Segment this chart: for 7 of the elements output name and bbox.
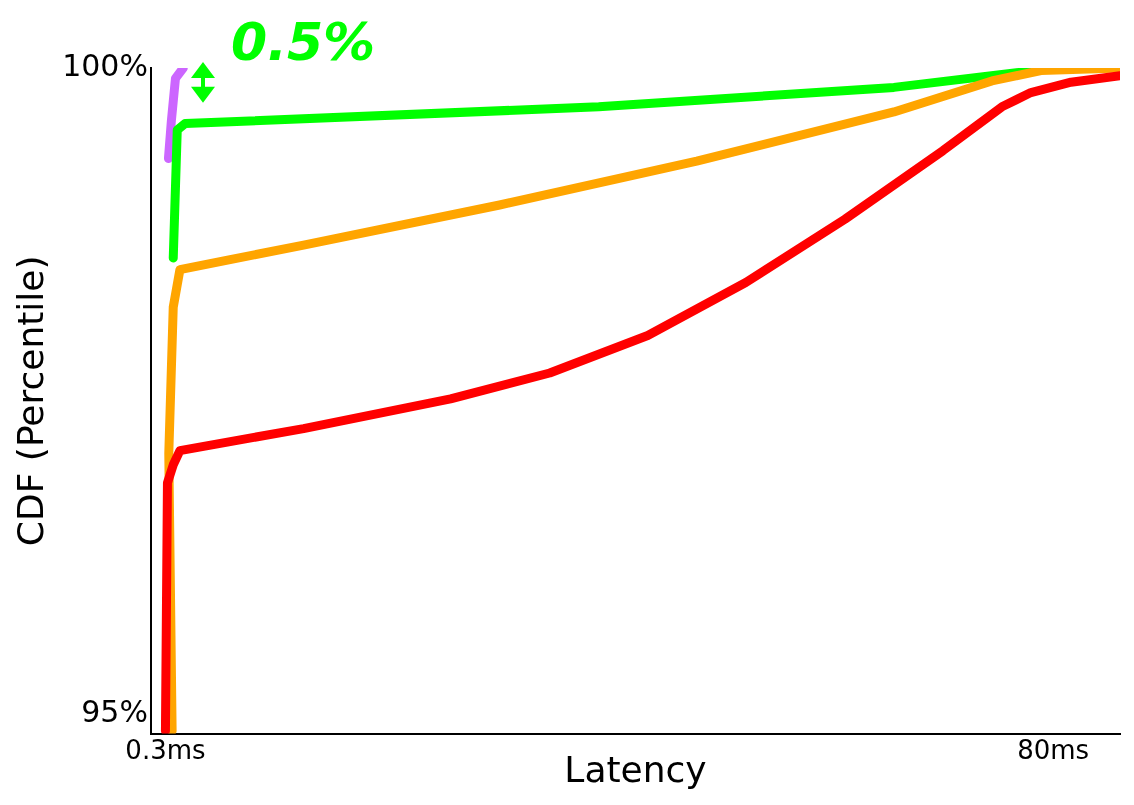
y-tick-label: 100%: [62, 47, 148, 83]
x-tick-label: 0.3ms: [125, 734, 206, 765]
x-tick-label: 80ms: [1017, 734, 1090, 765]
x-axis-title: Latency: [564, 748, 707, 790]
annotation: 0.5%: [230, 12, 376, 72]
y-tick-label: 95%: [81, 694, 148, 730]
y-axis-title: CDF (Percentile): [9, 255, 51, 547]
